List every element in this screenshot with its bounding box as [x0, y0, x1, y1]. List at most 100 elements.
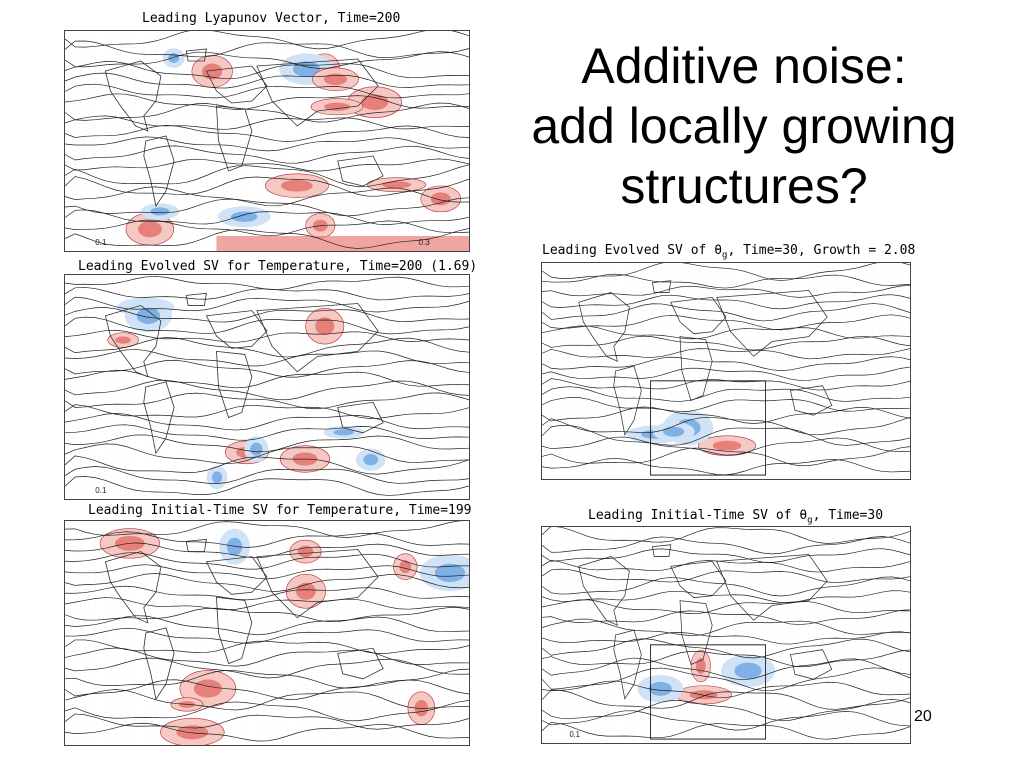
- positive-anomaly-core: [281, 179, 313, 192]
- contour-line: [65, 443, 469, 465]
- contour-line: [542, 294, 910, 310]
- evolved-temp-caption: Leading Evolved SV for Temperature, Time…: [78, 259, 478, 274]
- contour-line: [65, 700, 469, 722]
- streamfunction-contours: [65, 276, 469, 496]
- streamfunction-contours: [542, 263, 910, 476]
- contour-line: [65, 476, 469, 496]
- positive-anomaly-core: [202, 63, 223, 80]
- theta-subscript: g: [722, 250, 728, 261]
- contour-line: [65, 228, 469, 249]
- contour-line: [542, 680, 910, 698]
- initial-theta-caption: Leading Initial-Time SV of θg, Time=30: [588, 508, 883, 526]
- contour-line: [65, 359, 469, 378]
- contour-line: [65, 349, 469, 367]
- theta-symbol: θ: [714, 243, 723, 258]
- contour-line: [65, 83, 469, 99]
- anomaly-shading: [99, 528, 469, 745]
- contour-line: [542, 416, 910, 436]
- contour-line: [65, 164, 469, 187]
- contour-line: [542, 689, 910, 710]
- initial-theta-caption-suffix: , Time=30: [812, 508, 884, 523]
- contour-line: [65, 287, 469, 301]
- contour-line: [65, 455, 469, 475]
- positive-anomaly-core: [323, 73, 348, 86]
- contour-line: [65, 689, 469, 711]
- contour-line: [542, 667, 910, 692]
- contour-line: [542, 273, 910, 289]
- contour-line: [65, 627, 469, 644]
- contour-line: [65, 316, 469, 335]
- map-plot: [65, 521, 469, 745]
- contour-line: [542, 457, 910, 476]
- contour-line: [542, 568, 910, 583]
- negative-anomaly-core: [363, 454, 379, 466]
- negative-anomaly-core: [663, 426, 685, 437]
- contour-line: [65, 72, 469, 89]
- contour-line: [65, 145, 469, 164]
- contour-line: [542, 366, 910, 381]
- contour-line: [542, 559, 910, 573]
- contour-line: [65, 722, 469, 742]
- contour-line: [65, 657, 469, 679]
- contour-line: [65, 307, 469, 323]
- contour-line: [542, 314, 910, 331]
- streamfunction-contours: [65, 521, 469, 742]
- contour-value-label: 0.1: [95, 486, 107, 495]
- evolved-theta-map: [541, 262, 911, 480]
- contour-line: [542, 284, 910, 298]
- negative-anomaly-core: [250, 442, 263, 456]
- initial-temp-caption: Leading Initial-Time SV for Temperature,…: [88, 503, 472, 518]
- contour-line: [65, 615, 469, 636]
- streamfunction-contours: [542, 527, 910, 740]
- contour-line: [542, 446, 910, 467]
- contour-line: [65, 296, 469, 313]
- positive-anomaly-core: [361, 94, 389, 110]
- positive-anomaly-core: [381, 181, 412, 189]
- target-region-box: [650, 644, 767, 740]
- positive-anomaly-core: [115, 336, 131, 344]
- contour-line: [542, 609, 910, 625]
- contour-line: [65, 392, 469, 410]
- contour-line: [65, 329, 469, 343]
- positive-anomaly-core: [689, 690, 718, 700]
- contour-line: [65, 31, 469, 50]
- contour-value-label: 0.3: [419, 238, 431, 247]
- contour-line: [65, 679, 469, 700]
- contour-line: [65, 531, 469, 548]
- contour-line: [65, 115, 469, 130]
- contour-line: [65, 542, 469, 559]
- lyapunov-caption: Leading Lyapunov Vector, Time=200: [142, 11, 401, 26]
- positive-anomaly-core: [712, 440, 742, 451]
- contour-line: [542, 576, 910, 597]
- contour-line: [542, 303, 910, 322]
- contour-line: [65, 186, 469, 207]
- negative-anomaly-core: [136, 307, 161, 325]
- contour-line: [542, 599, 910, 614]
- negative-anomaly-core: [168, 53, 180, 63]
- lyapunov-map: 0.1 0.3: [64, 30, 470, 252]
- positive-anomaly-core: [176, 725, 209, 740]
- map-plot: [542, 263, 910, 479]
- contour-line: [542, 548, 910, 563]
- contour-line: [65, 176, 469, 197]
- positive-anomaly-band: [216, 236, 469, 251]
- contour-line: [542, 722, 910, 740]
- negative-anomaly-core: [231, 211, 258, 222]
- title-line-2: add locally growing: [531, 98, 957, 154]
- contour-line: [65, 521, 466, 538]
- map-plot: 0.1: [65, 275, 469, 499]
- negative-anomaly-core: [333, 429, 354, 436]
- initial-temp-map: [64, 520, 470, 746]
- contour-line: [542, 335, 910, 351]
- evolved-theta-caption-suffix: , Time=30, Growth = 2.08: [727, 243, 916, 258]
- contour-line: [542, 638, 910, 659]
- contour-value-label: 0.1: [95, 238, 107, 247]
- coastlines: [578, 280, 833, 436]
- contour-line: [65, 369, 469, 389]
- contour-line: [542, 618, 910, 636]
- anomaly-shading: [637, 649, 776, 705]
- contour-line: [65, 337, 469, 358]
- negative-anomaly-core: [150, 207, 170, 216]
- contour-line: [542, 631, 910, 645]
- positive-anomaly-core: [296, 582, 316, 600]
